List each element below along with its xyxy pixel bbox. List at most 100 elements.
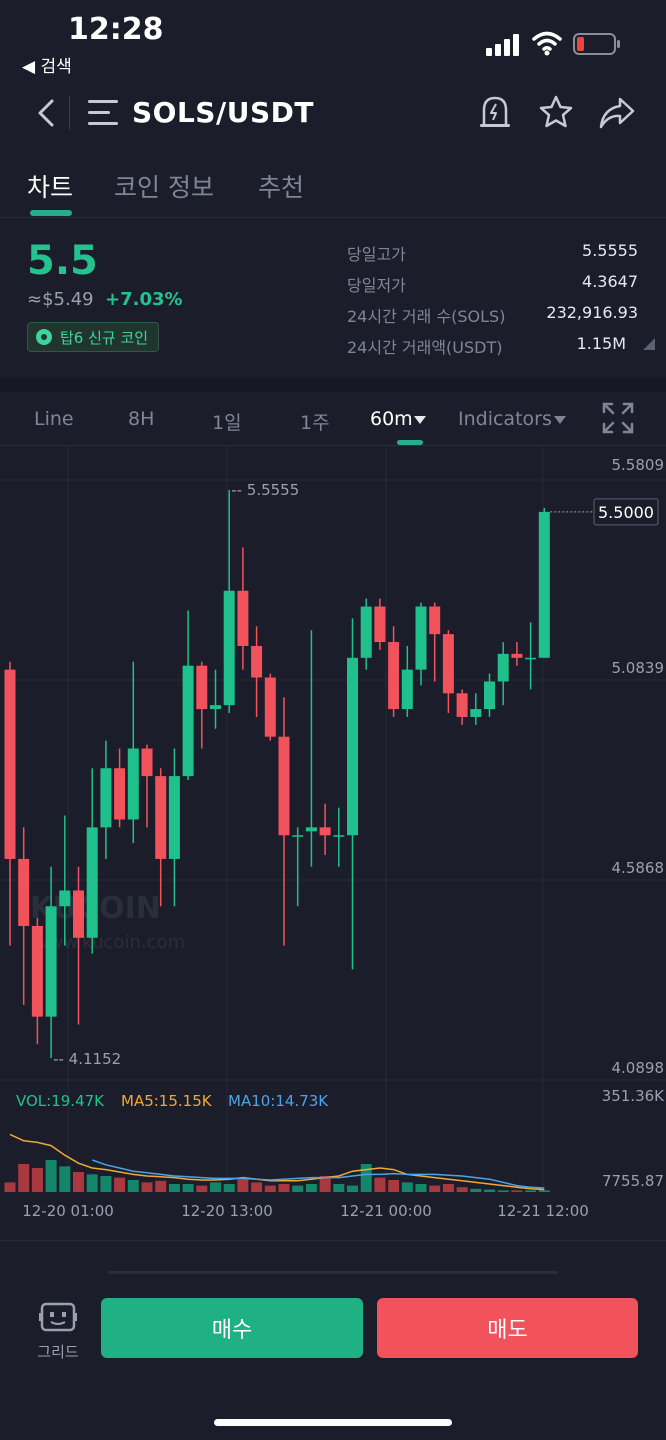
app-header: SOLS/USDT bbox=[0, 86, 666, 142]
candle-body bbox=[100, 768, 112, 828]
candle-body bbox=[292, 835, 304, 837]
candle-body bbox=[484, 681, 495, 710]
interval-1d[interactable]: 1일 bbox=[212, 412, 242, 434]
y-axis-tick: 5.5809 bbox=[612, 456, 665, 474]
fullscreen-icon[interactable] bbox=[602, 402, 634, 434]
chart-toolbar: Line 8H 1일 1주 60m Indicators bbox=[0, 392, 666, 446]
active-tab-indicator bbox=[30, 210, 72, 216]
volume-min-tick: 7755.87 bbox=[602, 1172, 664, 1190]
badge-label: 탑6 신규 코인 bbox=[60, 328, 149, 347]
stat-value-volume: 232,916.93 bbox=[546, 303, 638, 322]
candle-body bbox=[223, 590, 235, 706]
grid-label: 그리드 bbox=[37, 1343, 79, 1361]
volume-bar bbox=[401, 1182, 413, 1192]
corner-triangle-icon bbox=[643, 338, 655, 350]
interval-line[interactable]: Line bbox=[34, 408, 74, 430]
stat-label-high: 당일고가 bbox=[347, 245, 406, 264]
interval-60m[interactable]: 60m bbox=[370, 408, 413, 430]
volume-layer bbox=[4, 1133, 550, 1192]
watermark-url: www.kucoin.com bbox=[34, 932, 185, 953]
tab-recommend[interactable]: 추천 bbox=[258, 173, 305, 202]
indicators-menu[interactable]: Indicators bbox=[458, 408, 552, 430]
candle-body bbox=[251, 645, 263, 678]
volume-bar bbox=[415, 1184, 427, 1192]
volume-bar bbox=[196, 1185, 208, 1192]
price-alert-icon[interactable] bbox=[478, 94, 512, 130]
volume-bar bbox=[456, 1187, 468, 1192]
candle-body bbox=[305, 827, 317, 832]
favorite-star-icon[interactable] bbox=[538, 94, 574, 130]
candle-body bbox=[538, 511, 550, 658]
candle-body bbox=[114, 768, 126, 820]
volume-bar bbox=[278, 1184, 290, 1192]
chart-labels: 5.5000 -- 5.5555 -- 4.1152 5.5809 5.0839 4.58… bbox=[16, 456, 665, 1220]
candle-body bbox=[456, 693, 468, 717]
volume-bar bbox=[442, 1184, 454, 1192]
candle-body bbox=[155, 776, 167, 859]
volume-bar bbox=[86, 1174, 98, 1192]
volume-bar bbox=[251, 1182, 263, 1192]
candlestick-chart[interactable]: KUCOIN www.kucoin.com 5.5000-- 5.5555-- … bbox=[0, 446, 666, 1236]
back-to-search-link[interactable]: ◀ 검색 bbox=[22, 57, 72, 77]
ma10-line bbox=[91, 1159, 545, 1189]
x-axis-tick: 12-20 01:00 bbox=[22, 1202, 114, 1220]
candle-body bbox=[31, 925, 43, 1017]
y-axis-tick: 5.0839 bbox=[612, 659, 665, 677]
candle-body bbox=[319, 827, 331, 836]
volume-bar bbox=[168, 1184, 180, 1192]
candle-body bbox=[278, 736, 290, 836]
candle-body bbox=[18, 858, 30, 926]
buy-button[interactable]: 매수 bbox=[101, 1298, 363, 1358]
candle-body bbox=[374, 606, 386, 643]
volume-bar bbox=[347, 1185, 358, 1192]
trading-pair-title[interactable]: SOLS/USDT bbox=[132, 96, 314, 129]
price-change-percent: +7.03% bbox=[105, 289, 183, 310]
candle-body bbox=[45, 906, 57, 1017]
candle-body bbox=[429, 606, 441, 635]
x-axis-tick: 12-20 13:00 bbox=[181, 1202, 273, 1220]
candle-body bbox=[237, 590, 249, 646]
grid-bot-button[interactable]: 그리드 bbox=[36, 1301, 80, 1361]
volume-bar bbox=[333, 1184, 345, 1192]
volume-bar bbox=[388, 1180, 400, 1192]
volume-bar bbox=[305, 1184, 317, 1192]
cellular-signal-icon bbox=[486, 34, 519, 56]
candle-body bbox=[347, 657, 358, 836]
interval-1w[interactable]: 1주 bbox=[300, 412, 330, 434]
candle-body bbox=[525, 657, 537, 660]
volume-bar bbox=[141, 1182, 153, 1192]
robot-icon bbox=[39, 1302, 77, 1332]
volume-bar bbox=[538, 1190, 550, 1192]
volume-bar bbox=[4, 1182, 16, 1192]
candle-body bbox=[4, 669, 16, 859]
candle-body bbox=[511, 653, 523, 658]
candle-body bbox=[210, 705, 221, 710]
interval-8h[interactable]: 8H bbox=[128, 408, 155, 430]
new-coin-badge[interactable]: 탑6 신규 코인 bbox=[27, 322, 160, 352]
volume-bar bbox=[511, 1190, 523, 1192]
candle-body bbox=[415, 606, 427, 670]
share-icon[interactable] bbox=[598, 96, 636, 130]
candle-body bbox=[196, 665, 208, 710]
drawer-handle[interactable] bbox=[108, 1271, 558, 1274]
clock: 12:28 bbox=[68, 12, 164, 47]
tab-coin-info[interactable]: 코인 정보 bbox=[114, 173, 214, 202]
volume-bar bbox=[18, 1164, 30, 1192]
stat-value-high: 5.5555 bbox=[582, 241, 638, 260]
candle-body bbox=[182, 665, 194, 777]
volume-bar bbox=[429, 1185, 441, 1192]
back-arrow-icon[interactable] bbox=[36, 98, 56, 128]
sell-button[interactable]: 매도 bbox=[377, 1298, 638, 1358]
status-bar: 12:28 ◀ 검색 bbox=[0, 0, 666, 80]
section-separator bbox=[0, 378, 666, 392]
volume-bar bbox=[319, 1176, 331, 1192]
volume-bar bbox=[114, 1177, 126, 1192]
tab-chart[interactable]: 차트 bbox=[27, 173, 74, 202]
volume-bar bbox=[292, 1185, 304, 1192]
volume-bar bbox=[497, 1190, 509, 1192]
candle-body bbox=[360, 606, 372, 658]
battery-low-icon bbox=[573, 33, 620, 55]
menu-list-icon[interactable] bbox=[88, 98, 120, 128]
ma5-line bbox=[9, 1133, 545, 1191]
candle-body bbox=[127, 748, 139, 820]
